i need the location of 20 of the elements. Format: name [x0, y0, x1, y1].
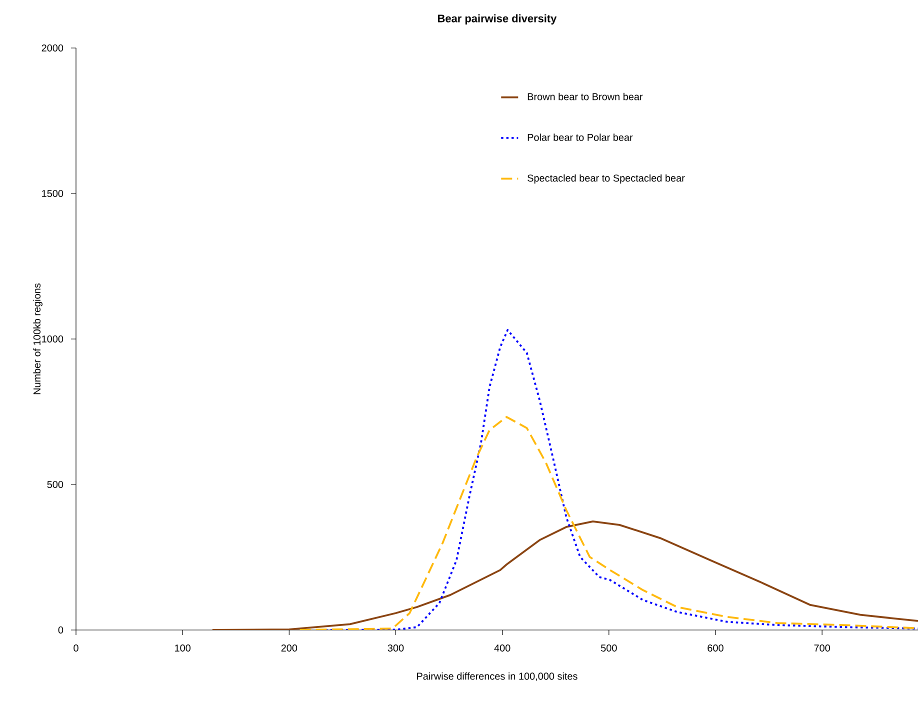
- x-tick-label: 400: [494, 644, 510, 652]
- x-axis-title: Pairwise differences in 100,000 sites: [417, 672, 578, 681]
- legend-label: Spectacled bear to Spectacled bear: [528, 174, 685, 184]
- x-tick-label: 300: [388, 644, 404, 652]
- y-tick-label: 0: [58, 626, 64, 634]
- x-tick-label: 700: [814, 644, 830, 652]
- y-tick-label: 500: [47, 480, 64, 488]
- y-tick-label: 2000: [42, 44, 64, 52]
- y-tick-label: 1500: [42, 190, 64, 198]
- x-tick-label: 500: [601, 644, 617, 652]
- x-tick-label: 600: [708, 644, 724, 652]
- legend-label: Brown bear to Brown bear: [528, 92, 643, 100]
- x-tick-label: 100: [175, 644, 191, 652]
- chart-title: Bear pairwise diversity: [438, 14, 557, 24]
- x-tick-label: 0: [74, 644, 78, 652]
- y-tick-label: 1000: [42, 335, 64, 343]
- y-axis-title: Number of 100kb regions: [33, 283, 42, 394]
- legend-label: Polar bear to Polar bear: [528, 134, 633, 141]
- line-series: [211, 520, 918, 630]
- x-tick-label: 200: [281, 644, 298, 652]
